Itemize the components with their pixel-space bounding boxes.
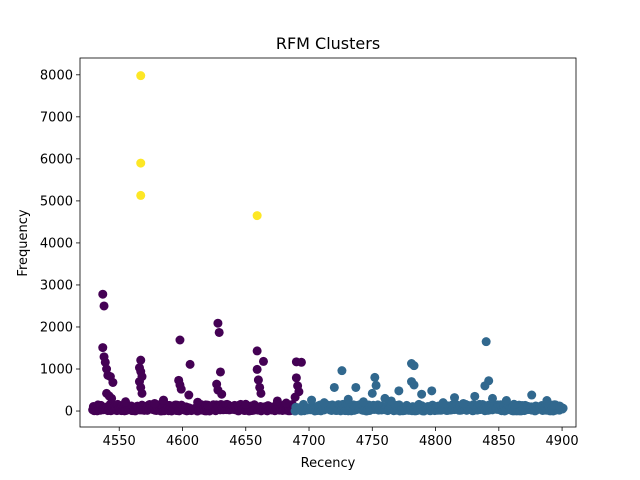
scatter-point — [253, 375, 263, 385]
scatter-point — [136, 190, 146, 200]
y-tick-label: 1000 — [40, 363, 73, 378]
scatter-point — [450, 393, 460, 403]
scatter-point — [409, 361, 419, 371]
scatter-point — [458, 398, 468, 408]
x-tick-label: 4850 — [482, 434, 515, 449]
x-tick-label: 4600 — [166, 434, 199, 449]
scatter-point — [291, 373, 301, 383]
scatter-point — [319, 398, 329, 408]
scatter-point — [136, 71, 146, 81]
scatter-point — [481, 337, 491, 347]
scatter-point — [184, 390, 194, 400]
x-tick-label: 4700 — [292, 434, 325, 449]
x-tick-label: 4750 — [356, 434, 389, 449]
scatter-point — [100, 357, 110, 367]
scatter-point — [176, 384, 186, 394]
scatter-point — [343, 394, 353, 404]
scatter-point — [137, 388, 147, 398]
scatter-point — [241, 399, 251, 409]
scatter-point — [370, 372, 380, 382]
scatter-point — [371, 380, 381, 390]
scatter-point — [99, 301, 109, 311]
scatter-point — [258, 356, 268, 366]
scatter-point — [417, 389, 427, 399]
scatter-point — [480, 381, 490, 391]
scatter-point — [213, 318, 223, 328]
scatter-point — [159, 395, 169, 405]
scatter-point — [121, 397, 131, 407]
scatter-point — [107, 393, 117, 403]
scatter-point — [252, 364, 262, 374]
x-tick-label: 4800 — [419, 434, 452, 449]
scatter-point — [394, 386, 404, 396]
scatter-point — [217, 389, 227, 399]
scatter-point — [281, 398, 291, 408]
y-tick-label: 3000 — [40, 278, 73, 293]
x-tick-label: 4900 — [546, 434, 579, 449]
x-axis-label: Recency — [301, 456, 356, 471]
scatter-point — [252, 346, 262, 356]
scatter-point — [108, 377, 118, 387]
scatter-point — [185, 359, 195, 369]
y-tick-label: 5000 — [40, 194, 73, 209]
scatter-point — [509, 399, 519, 409]
chart-title: RFM Clusters — [276, 34, 380, 53]
scatter-point — [337, 366, 347, 376]
scatter-point — [470, 391, 480, 401]
y-tick-label: 6000 — [40, 152, 73, 167]
scatter-point — [136, 355, 146, 365]
scatter-point — [409, 380, 419, 390]
scatter-point — [290, 392, 300, 402]
plot-area — [88, 71, 568, 416]
scatter-point — [438, 398, 448, 408]
scatter-point — [527, 390, 537, 400]
scatter-point — [380, 393, 390, 403]
axes-frame — [79, 57, 577, 428]
scatter-point — [203, 400, 213, 410]
y-tick-label: 8000 — [40, 68, 73, 83]
scatter-point — [256, 388, 266, 398]
scatter-point — [427, 386, 437, 396]
y-axis-label: Frequency — [16, 209, 31, 276]
scatter-point — [175, 335, 185, 345]
scatter-point — [215, 367, 225, 377]
scatter-point — [555, 401, 565, 411]
scatter-point — [193, 397, 203, 407]
scatter-point — [307, 395, 317, 405]
scatter-point — [214, 327, 224, 337]
scatter-point — [351, 382, 361, 392]
y-tick-label: 2000 — [40, 320, 73, 335]
scatter-point — [329, 382, 339, 392]
scatter-point — [367, 388, 377, 398]
scatter-point — [501, 396, 511, 406]
scatter-point — [296, 357, 306, 367]
y-axis: 0 1000 2000 3000 4000 5000 6000 7000 8000 — [40, 68, 80, 420]
x-axis: 4550 4600 4650 4700 4750 4800 4850 4900 — [103, 427, 579, 449]
scatter-point — [358, 397, 368, 407]
scatter-point — [252, 211, 262, 221]
scatter-point — [150, 398, 160, 408]
scatter-point — [487, 393, 497, 403]
y-tick-label: 4000 — [40, 236, 73, 251]
scatter-point — [98, 289, 108, 299]
scatter-point — [272, 396, 282, 406]
y-tick-label: 0 — [65, 405, 73, 420]
scatter-point — [98, 343, 108, 353]
x-tick-label: 4650 — [229, 434, 262, 449]
x-tick-label: 4550 — [103, 434, 136, 449]
y-tick-label: 7000 — [40, 110, 73, 125]
scatter-point — [542, 396, 552, 406]
scatter-point — [136, 158, 146, 168]
